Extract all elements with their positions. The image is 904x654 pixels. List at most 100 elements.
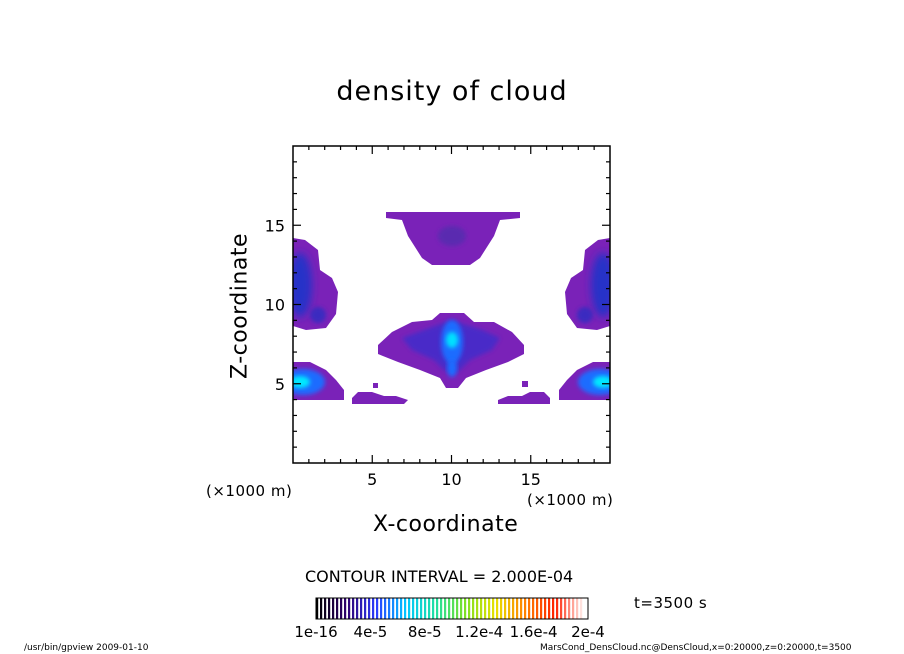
x-tick-label: 15 [521, 470, 541, 489]
colorbar-segment [364, 598, 367, 619]
colorbar-segment [564, 598, 567, 619]
x-axis-label: X-coordinate [373, 512, 519, 537]
colorbar-segment [464, 598, 467, 619]
colorbar-segment [516, 598, 519, 619]
x-axis-unit-right: (×1000 m) [527, 491, 614, 509]
colorbar-segment [532, 598, 535, 619]
region-right-edge-lower-hot [593, 376, 610, 388]
colorbar-segment [360, 598, 363, 619]
colorbar-segment [400, 598, 403, 619]
colorbar-segment [356, 598, 359, 619]
colorbar-segment [352, 598, 355, 619]
colorbar-segment [444, 598, 447, 619]
density-field [293, 212, 610, 404]
tick-labels: 5 10 15 5 10 15 [265, 216, 541, 489]
colorbar-segment [484, 598, 487, 619]
colorbar-segment [520, 598, 523, 619]
x-tick-label: 5 [367, 470, 377, 489]
colorbar-segment [380, 598, 383, 619]
chart-title: density of cloud [336, 76, 568, 107]
colorbar-segment [328, 598, 331, 619]
colorbar-segment [336, 598, 339, 619]
colorbar [315, 597, 589, 620]
colorbar-segment [508, 598, 511, 619]
colorbar-tick-label: 2e-4 [571, 623, 605, 641]
colorbar-segment [392, 598, 395, 619]
region-right-edge-upper-core-2 [577, 307, 593, 323]
colorbar-frame [315, 597, 589, 620]
region-upper-cloud-core [438, 226, 466, 246]
colorbar-segment [448, 598, 451, 619]
region-low-patch-2 [498, 392, 550, 404]
colorbar-segment [576, 598, 579, 619]
colorbar-segment [408, 598, 411, 619]
colorbar-segment [340, 598, 343, 619]
colorbar-segment [568, 598, 571, 619]
colorbar-tick-label: 1e-16 [294, 623, 337, 641]
colorbar-segment [512, 598, 515, 619]
x-tick-label: 10 [441, 470, 461, 489]
colorbar-segment [488, 598, 491, 619]
colorbar-segment [384, 598, 387, 619]
region-low-patch-1-dot [373, 383, 378, 388]
colorbar-segment [332, 598, 335, 619]
colorbar-segment [436, 598, 439, 619]
colorbar-segment [456, 598, 459, 619]
colorbar-segment [544, 598, 547, 619]
colorbar-segment [472, 598, 475, 619]
colorbar-segment [560, 598, 563, 619]
colorbar-segment [348, 598, 351, 619]
y-axis-label: Z-coordinate [227, 232, 253, 379]
colorbar-segment [584, 598, 587, 619]
colorbar-segment [480, 598, 483, 619]
colorbar-segment [556, 598, 559, 619]
colorbar-segment [504, 598, 507, 619]
colorbar-segment [376, 598, 379, 619]
colorbar-segment [372, 598, 375, 619]
colorbar-segment [452, 598, 455, 619]
region-left-edge-upper-core [293, 253, 312, 317]
footer-source: MarsCond_DensCloud.nc@DensCloud,x=0:2000… [540, 643, 852, 653]
y-axis-label-wrap: Z-coordinate [226, 228, 254, 383]
colorbar-segment [388, 598, 391, 619]
colorbar-segment [324, 598, 327, 619]
colorbar-segment [460, 598, 463, 619]
colorbar-segment [404, 598, 407, 619]
colorbar-segment [428, 598, 431, 619]
colorbar-segment [540, 598, 543, 619]
footer-command: /usr/bin/gpview 2009-01-10 [24, 643, 149, 653]
time-label: t=3500 s [634, 594, 708, 612]
y-tick-label: 10 [265, 296, 285, 315]
region-central-core-3 [447, 359, 457, 377]
region-central-core-2 [446, 332, 458, 348]
colorbar-tick-label: 4e-5 [354, 623, 388, 641]
colorbar-tick-label: 1.2e-4 [455, 623, 503, 641]
colorbar-segment [552, 598, 555, 619]
colorbar-segment [424, 598, 427, 619]
colorbar-segment [468, 598, 471, 619]
colorbar-segment [524, 598, 527, 619]
x-axis-unit-left: (×1000 m) [206, 482, 293, 500]
plot-frame [292, 145, 611, 464]
colorbar-segment [496, 598, 499, 619]
colorbar-segment [420, 598, 423, 619]
y-tick-label: 5 [275, 375, 285, 394]
colorbar-tick-label: 8e-5 [408, 623, 442, 641]
colorbar-segment [440, 598, 443, 619]
colorbar-segment [316, 598, 319, 619]
colorbar-labels: 1e-16 4e-5 8e-5 1.2e-4 1.6e-4 2e-4 [294, 623, 605, 641]
colorbar-segment [536, 598, 539, 619]
colorbar-segment [476, 598, 479, 619]
region-low-patch-2-dot [522, 381, 528, 387]
colorbar-segment [368, 598, 371, 619]
y-tick-label: 15 [265, 216, 285, 235]
colorbar-segment [320, 598, 323, 619]
axis-ticks [293, 146, 610, 463]
colorbar-segment [572, 598, 575, 619]
region-left-edge-lower-hot [293, 376, 310, 388]
colorbar-segment [580, 598, 583, 619]
colorbar-segment [344, 598, 347, 619]
colorbar-segment [548, 598, 551, 619]
colorbar-segment [528, 598, 531, 619]
